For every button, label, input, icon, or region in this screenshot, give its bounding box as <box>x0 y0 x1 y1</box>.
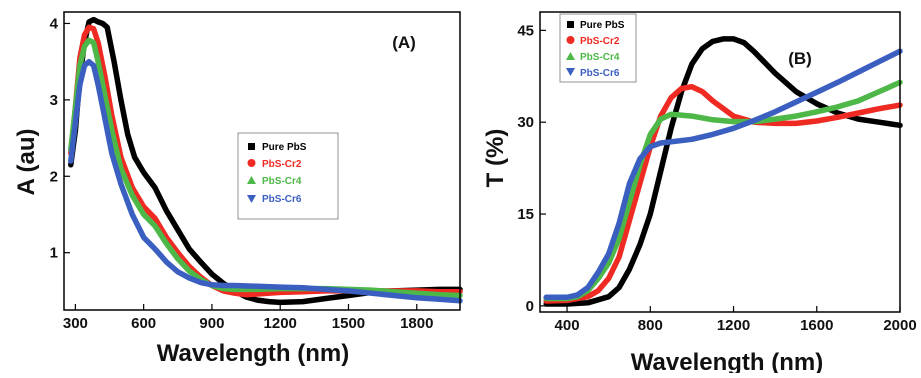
panel-b-series-pure <box>543 36 903 307</box>
panel-a-legend-entry-cr6: PbS-Cr6 <box>247 194 302 205</box>
panel-b-series-cr4 <box>543 79 903 302</box>
panel-a-xlabel: Wavelength (nm) <box>157 340 349 367</box>
panel-b-legend-label-pure: Pure PbS <box>580 20 625 31</box>
panel-b-legend-entry-cr4: PbS-Cr4 <box>566 52 620 63</box>
panel-b-legend-entry-cr2: PbS-Cr2 <box>566 36 620 47</box>
panel-a-ytick-label: 3 <box>50 92 58 109</box>
panel-a-xtick-label: 300 <box>63 315 88 332</box>
panel-a-legend-label-pure: Pure PbS <box>262 142 307 153</box>
panel-b-series-cr6 <box>543 48 903 301</box>
legend-marker-circle <box>566 36 575 44</box>
panel-a-legend-label-cr4: PbS-Cr4 <box>262 176 302 187</box>
legend-marker-square <box>567 21 574 28</box>
panel-a-series <box>68 16 463 306</box>
panel-a-legend: Pure PbS PbS-Cr2 PbS-Cr4 PbS-Cr6 <box>237 132 339 220</box>
panel-a-ytick-label: 1 <box>50 245 58 262</box>
panel-a: A (au) Wavelength (nm) (A) 300 600 900 1200… <box>13 11 463 367</box>
panel-b: T (%) Wavelength (nm) (B) 400 800 1200 1600… <box>482 11 917 376</box>
panel-b-legend-entry-pure: Pure PbS <box>567 20 625 31</box>
panel-b-frame <box>539 11 901 313</box>
panel-b-legend-label-cr2: PbS-Cr2 <box>580 36 620 47</box>
panel-b-legend: Pure PbS PbS-Cr2 PbS-Cr4 PbS-Cr6 <box>559 13 637 83</box>
panel-a-ytick-label: 2 <box>50 168 58 185</box>
panel-a-ticks: 300 600 900 1200 1500 1800 1 2 3 4 <box>50 15 434 332</box>
panel-a-label: (A) <box>392 33 416 52</box>
legend-marker-triangle-up <box>247 176 256 184</box>
panel-a-legend-label-cr6: PbS-Cr6 <box>262 194 302 205</box>
panel-b-xlabel: Wavelength (nm) <box>631 349 823 373</box>
panel-a-series-pure <box>68 16 463 306</box>
legend-marker-triangle-up <box>566 52 575 60</box>
panel-b-legend-entry-cr6: PbS-Cr6 <box>566 68 620 79</box>
panel-a-xtick-label: 600 <box>131 315 156 332</box>
panel-a-legend-entry-cr4: PbS-Cr4 <box>247 176 302 187</box>
panel-b-ylabel: T (%) <box>482 129 509 188</box>
panel-a-legend-label-cr2: PbS-Cr2 <box>262 159 302 170</box>
panel-a-frame <box>63 11 461 311</box>
legend-marker-triangle-down <box>247 195 256 203</box>
legend-marker-square <box>248 143 255 150</box>
panel-a-legend-entry-pure: Pure PbS <box>248 142 307 153</box>
panel-b-xtick-label: 1600 <box>800 317 833 334</box>
panel-a-series-cr6 <box>68 58 463 304</box>
panel-b-legend-label-cr6: PbS-Cr6 <box>580 68 620 79</box>
panel-b-series-cr2 <box>543 83 903 304</box>
panel-b-xtick-label: 400 <box>555 317 580 334</box>
panel-a-xtick-label: 1500 <box>332 315 365 332</box>
panel-a-legend-entry-cr2: PbS-Cr2 <box>247 159 302 170</box>
panel-b-ytick-label: 0 <box>526 298 534 315</box>
panel-b-xtick-label: 1200 <box>717 317 750 334</box>
panel-b-xtick-label: 2000 <box>883 317 916 334</box>
panel-a-ylabel: A (au) <box>13 128 40 195</box>
legend-marker-triangle-down <box>566 68 575 76</box>
panel-b-label: (B) <box>788 49 812 68</box>
panel-a-ytick-label: 4 <box>50 15 59 32</box>
legend-marker-circle <box>247 159 256 167</box>
panel-a-xtick-label: 900 <box>199 315 224 332</box>
panel-b-xtick-label: 800 <box>638 317 663 334</box>
panel-b-ticks: 400 800 1200 1600 2000 0 15 30 45 <box>517 22 916 334</box>
panel-a-xtick-label: 1800 <box>400 315 433 332</box>
panel-b-legend-label-cr4: PbS-Cr4 <box>580 52 620 63</box>
panel-b-ytick-label: 45 <box>517 22 534 39</box>
panel-b-ytick-label: 15 <box>517 206 534 223</box>
panel-b-ytick-label: 30 <box>517 114 534 131</box>
panel-a-xtick-label: 1200 <box>264 315 297 332</box>
panel-b-series <box>543 36 903 307</box>
